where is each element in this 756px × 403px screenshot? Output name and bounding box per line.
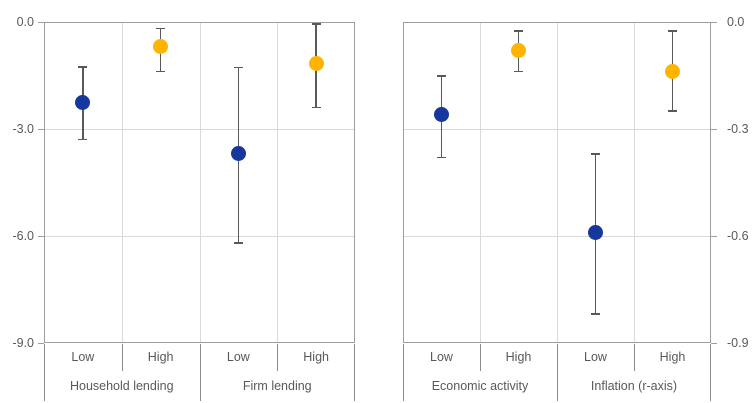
y-axis-tick xyxy=(711,343,717,344)
y-axis-tick-label: -3.0 xyxy=(12,122,34,136)
group-label: Firm lending xyxy=(242,379,312,393)
data-point-blue xyxy=(75,94,91,110)
data-point-blue xyxy=(230,146,246,162)
error-bar-cap-top xyxy=(437,75,446,77)
data-point-yellow xyxy=(308,55,324,71)
error-bar-cap-bottom xyxy=(78,138,88,141)
gridline-vertical xyxy=(634,23,635,342)
y-axis-tick-label: -0.6 xyxy=(727,229,749,243)
group-divider xyxy=(199,344,201,401)
plot-frame xyxy=(403,22,711,343)
category-tick-label: Low xyxy=(71,350,95,364)
category-tick-label: Low xyxy=(226,350,250,364)
data-point-yellow xyxy=(153,39,169,55)
y-axis-tick xyxy=(38,22,44,23)
y-axis-tick-label: -6.0 xyxy=(12,229,34,243)
category-divider xyxy=(480,344,481,371)
error-bar-cap-top xyxy=(78,66,88,68)
gridline-vertical xyxy=(121,23,123,342)
y-axis-tick-label: -0.3 xyxy=(727,122,749,136)
error-bar-cap-bottom xyxy=(668,110,677,112)
y-axis-tick xyxy=(711,22,717,23)
group-divider xyxy=(354,344,355,401)
group-label: Economic activity xyxy=(431,379,529,393)
y-axis-tick xyxy=(38,129,44,130)
gridline-vertical xyxy=(557,23,558,342)
group-divider xyxy=(44,344,45,401)
y-axis-tick-label: -9.0 xyxy=(12,336,34,350)
y-axis-tick-label: 0.0 xyxy=(727,15,745,29)
data-point-blue xyxy=(588,224,603,240)
y-axis-tick xyxy=(38,236,44,237)
gridline-horizontal xyxy=(45,236,354,237)
error-bar-cap-top xyxy=(233,66,243,69)
category-divider xyxy=(121,344,123,371)
group-divider xyxy=(403,344,404,401)
category-tick-label: High xyxy=(147,350,174,364)
category-tick-label: High xyxy=(659,350,686,364)
data-point-blue xyxy=(434,107,449,123)
data-point-yellow xyxy=(665,64,680,80)
gridline-vertical xyxy=(277,23,279,342)
error-bar-cap-bottom xyxy=(233,242,243,244)
y-axis-tick-label: -0.9 xyxy=(727,336,749,350)
group-label: Inflation (r-axis) xyxy=(590,379,678,393)
error-bar-cap-bottom xyxy=(437,156,446,159)
gridline-horizontal xyxy=(404,129,710,130)
error-bar-cap-top xyxy=(668,30,677,32)
error-bar-cap-bottom xyxy=(514,70,523,73)
error-bar-cap-bottom xyxy=(311,106,321,109)
error-bar-cap-top xyxy=(156,27,166,30)
gridline-horizontal xyxy=(45,129,354,130)
category-tick-label: High xyxy=(505,350,532,364)
category-divider xyxy=(634,344,635,371)
group-divider xyxy=(557,344,558,401)
y-axis-tick xyxy=(711,129,717,130)
group-label: Household lending xyxy=(69,379,174,393)
plot-frame xyxy=(44,22,355,343)
data-point-yellow xyxy=(511,43,526,59)
category-divider xyxy=(277,344,279,371)
category-tick-label: Low xyxy=(584,350,607,364)
error-bar-cap-bottom xyxy=(591,313,600,315)
y-axis-tick-label: 0.0 xyxy=(16,15,34,29)
error-bar-cap-bottom xyxy=(156,70,166,73)
error-bar-cap-top xyxy=(311,23,321,25)
error-bar-cap-top xyxy=(514,30,523,32)
category-tick-label: Low xyxy=(430,350,453,364)
gridline-vertical xyxy=(199,23,201,342)
category-tick-label: High xyxy=(303,350,329,364)
y-axis-tick xyxy=(711,236,717,237)
y-axis-tick xyxy=(38,343,44,344)
gridline-horizontal xyxy=(404,236,710,237)
gridline-vertical xyxy=(480,23,481,342)
error-bar-cap-top xyxy=(591,153,600,155)
group-divider xyxy=(710,344,711,401)
